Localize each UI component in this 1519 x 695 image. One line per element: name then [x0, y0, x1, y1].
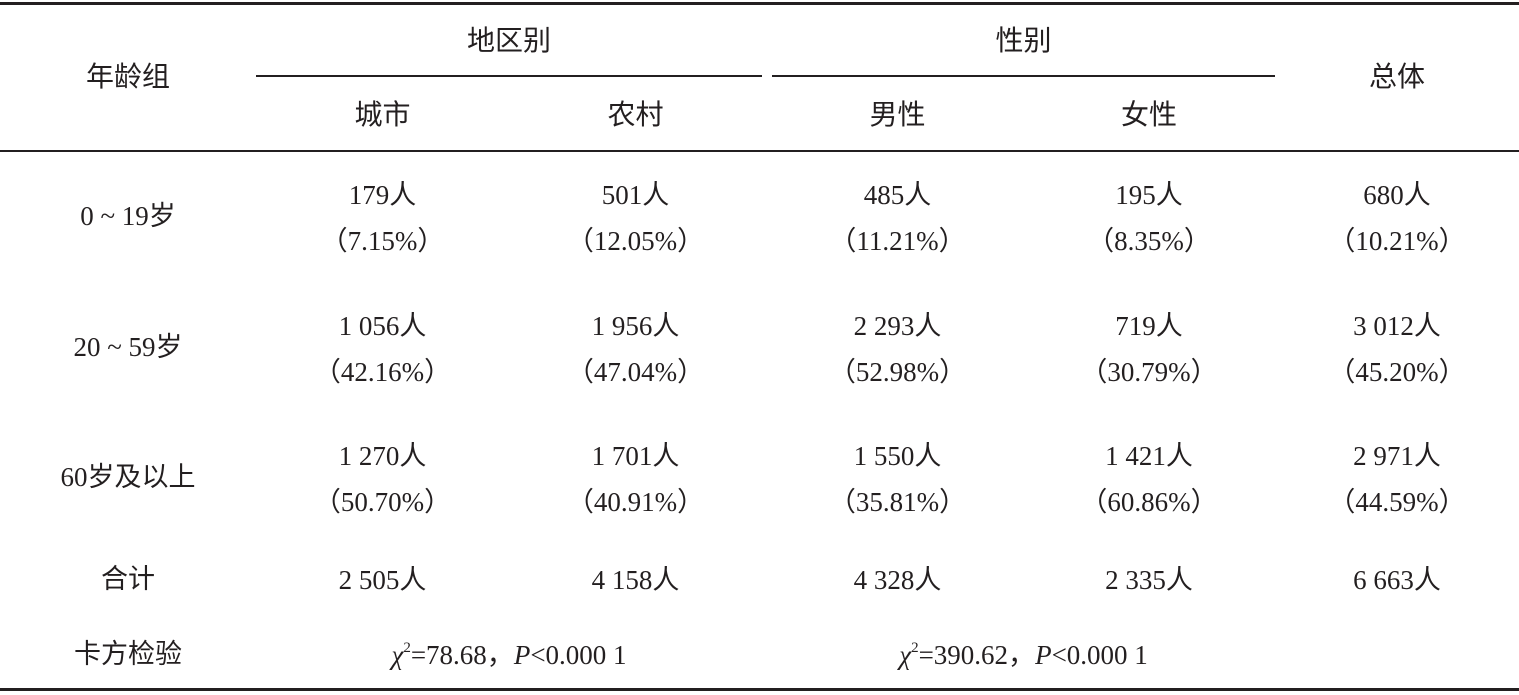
cell-rural: 501人 （12.05%） [509, 172, 762, 264]
percent: （47.04%） [566, 357, 705, 387]
cell-urban: 179人 （7.15%） [256, 172, 509, 264]
row-label: 20 ~ 59岁 [73, 332, 183, 362]
header-male: 男性 [869, 98, 926, 131]
region-span-rule [256, 75, 762, 77]
header-total: 总体 [1368, 60, 1425, 93]
cell-male: 1 550人 （35.81%） [772, 433, 1023, 525]
percent: （7.15%） [320, 226, 445, 256]
header-region: 地区别 [466, 24, 551, 57]
percent: （50.70%） [313, 487, 452, 517]
percent: （12.05%） [566, 226, 705, 256]
cell-total: 3 012人 （45.20%） [1275, 303, 1519, 395]
count: 1 056人 [338, 311, 427, 341]
sum-row-label: 合计 [101, 564, 155, 595]
sum-male: 4 328人 [853, 565, 942, 595]
count: 179人 [348, 180, 417, 210]
sum-rural: 4 158人 [591, 565, 680, 595]
cell-rural: 1 701人 （40.91%） [509, 433, 762, 525]
chi-square-gender: χ2=390.62，P<0.000 1 [772, 632, 1275, 678]
count: 2 971人 [1353, 441, 1441, 471]
percent: （45.20%） [1328, 357, 1466, 387]
percent: （35.81%） [828, 487, 967, 517]
header-gender: 性别 [995, 24, 1052, 57]
p-symbol: P [1035, 640, 1052, 670]
count: 1 270人 [338, 441, 427, 471]
count: 680人 [1363, 180, 1431, 210]
chi-symbol: χ [391, 640, 404, 670]
percent: （42.16%） [313, 357, 452, 387]
count: 2 293人 [853, 311, 942, 341]
count: 1 550人 [853, 441, 942, 471]
sum-total: 6 663人 [1353, 565, 1441, 595]
count: 1 701人 [591, 441, 680, 471]
bottom-rule [0, 688, 1519, 691]
cell-female: 1 421人 （60.86%） [1023, 433, 1275, 525]
row-label: 0 ~ 19岁 [80, 201, 176, 231]
header-age-group: 年龄组 [85, 60, 170, 93]
percent: （10.21%） [1328, 226, 1466, 256]
count: 1 956人 [591, 311, 680, 341]
cell-rural: 1 956人 （47.04%） [509, 303, 762, 395]
cell-female: 719人 （30.79%） [1023, 303, 1275, 395]
percent: （8.35%） [1087, 226, 1211, 256]
sum-urban: 2 505人 [338, 565, 427, 595]
row-label: 60岁及以上 [60, 462, 196, 492]
count: 3 012人 [1353, 311, 1441, 341]
cell-male: 2 293人 （52.98%） [772, 303, 1023, 395]
percent: （60.86%） [1080, 487, 1218, 517]
cell-urban: 1 056人 （42.16%） [256, 303, 509, 395]
count: 485人 [863, 180, 932, 210]
count: 1 421人 [1105, 441, 1193, 471]
header-rule [0, 150, 1519, 152]
percent: （52.98%） [828, 357, 967, 387]
percent: （44.59%） [1328, 487, 1466, 517]
cell-total: 680人 （10.21%） [1275, 172, 1519, 264]
top-rule [0, 2, 1519, 5]
chi-superscript: 2 [911, 640, 919, 656]
cell-urban: 1 270人 （50.70%） [256, 433, 509, 525]
sum-female: 2 335人 [1105, 565, 1193, 595]
chi-symbol: χ [899, 640, 912, 670]
header-rural: 农村 [607, 98, 664, 131]
cell-female: 195人 （8.35%） [1023, 172, 1275, 264]
chi-superscript: 2 [403, 640, 411, 656]
cell-male: 485人 （11.21%） [772, 172, 1023, 264]
p-value: <0.000 1 [1051, 640, 1148, 670]
percent: （11.21%） [829, 226, 966, 256]
chi-square-region: χ2=78.68，P<0.000 1 [256, 632, 762, 678]
count: 195人 [1115, 180, 1183, 210]
header-female: 女性 [1120, 98, 1177, 131]
gender-span-rule [772, 75, 1275, 77]
cell-total: 2 971人 （44.59%） [1275, 433, 1519, 525]
percent: （40.91%） [566, 487, 705, 517]
p-symbol: P [513, 640, 531, 670]
chi-value: =390.62， [918, 640, 1036, 670]
count: 501人 [601, 180, 670, 210]
chi-row-label: 卡方检验 [74, 639, 182, 670]
header-urban: 城市 [354, 98, 411, 131]
count: 719人 [1115, 311, 1183, 341]
chi-value: =78.68， [410, 640, 514, 670]
p-value: <0.000 1 [530, 640, 627, 670]
percent: （30.79%） [1080, 357, 1218, 387]
